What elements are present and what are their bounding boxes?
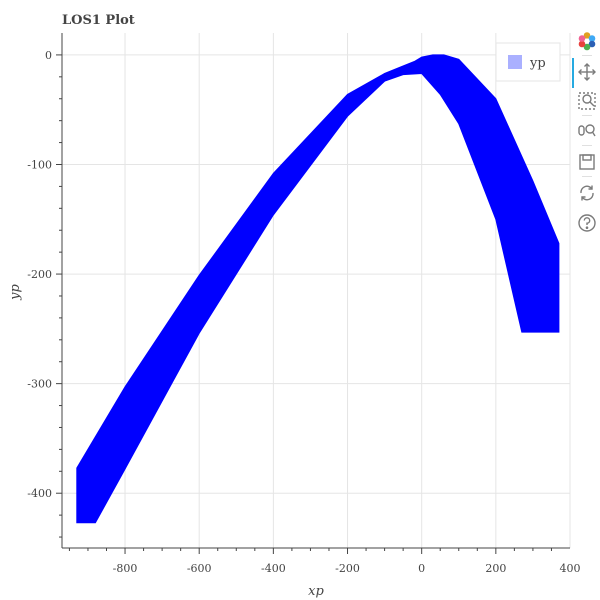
bokeh-logo-icon[interactable] [576, 30, 598, 52]
y-tick-label: 0 [45, 49, 52, 62]
y-axis: 0 -100 -200 -300 -400 [27, 49, 62, 538]
wheel-zoom-tool-icon[interactable] [576, 120, 598, 142]
box-zoom-tool-icon[interactable] [576, 90, 598, 112]
legend-swatch [508, 55, 522, 69]
y-tick-label: -400 [27, 487, 52, 500]
y-axis-label: yp [8, 283, 23, 300]
pan-tool-icon[interactable] [576, 61, 598, 83]
plot-frame [61, 33, 570, 549]
help-tool-icon[interactable] [576, 212, 598, 234]
legend-box [495, 42, 561, 82]
x-tick-label: 200 [485, 562, 506, 575]
reset-tool-icon[interactable] [576, 182, 598, 204]
x-tick-label: 400 [560, 562, 581, 575]
legend-label: yp [529, 56, 546, 71]
active-tool-indicator [572, 58, 574, 88]
y-tick-label: -100 [27, 158, 52, 171]
x-axis-label: xp [308, 584, 324, 599]
x-tick-label: -200 [335, 562, 360, 575]
series-layer [76, 54, 560, 524]
toolbar [572, 30, 600, 240]
x-tick-label: -400 [261, 562, 286, 575]
x-tick-label: -600 [187, 562, 212, 575]
x-axis: -800 -600 -400 -200 0 200 400 [68, 548, 581, 575]
series-band-yp [76, 54, 560, 524]
y-tick-label: -300 [27, 378, 52, 391]
chart-title: LOS1 Plot [62, 13, 135, 28]
y-tick-label: -200 [27, 268, 52, 281]
x-tick-label: -800 [113, 562, 138, 575]
x-tick-label: 0 [418, 562, 425, 575]
legend: yp [495, 42, 561, 82]
save-tool-icon[interactable] [576, 151, 598, 173]
